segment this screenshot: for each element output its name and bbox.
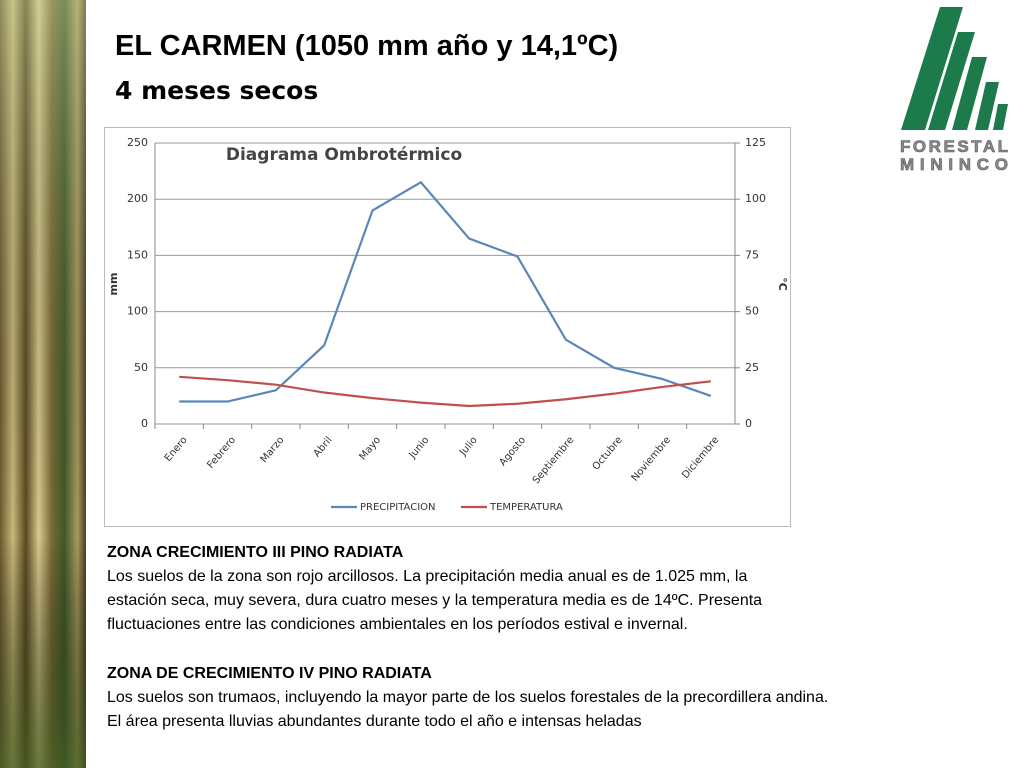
y2-tick-label: 125 <box>745 136 766 149</box>
paragraph-line: fluctuaciones entre las condiciones ambi… <box>107 616 688 633</box>
y-tick-label: 100 <box>127 305 148 318</box>
text-block: ZONA DE CRECIMIENTO IV PINO RADIATA Los … <box>107 662 828 734</box>
logo-text: MININCO <box>900 155 1008 174</box>
y2-axis-label: °C <box>776 277 789 291</box>
chart: Diagrama Ombrotérmico mm °C 0 50 100 150 200… <box>104 127 791 527</box>
y2-tick-label: 100 <box>745 192 766 205</box>
y-tick-label: 150 <box>127 248 148 261</box>
y2-tick-label: 75 <box>745 248 759 261</box>
y-tick-label: 50 <box>134 361 148 374</box>
y2-tick-label: 50 <box>745 305 759 318</box>
series-line <box>179 375 711 408</box>
y-tick-label: 200 <box>127 192 148 205</box>
legend-label: TEMPERATURA <box>489 502 563 513</box>
y-tick-label: 0 <box>141 417 148 430</box>
paragraph-line: Los suelos de la zona son rojo arcilloso… <box>107 568 748 585</box>
y2-tick-label: 0 <box>745 417 752 430</box>
forest-image <box>0 0 86 768</box>
slide-subtitle: 4 meses secos <box>115 76 319 105</box>
y-axis-label: mm <box>107 273 120 296</box>
paragraph-line: estación seca, muy severa, dura cuatro m… <box>107 592 763 609</box>
slide-title: EL CARMEN (1050 mm año y 14,1ºC) <box>115 30 619 62</box>
y2-tick-label: 25 <box>745 361 759 374</box>
y-tick-label: 250 <box>127 136 148 149</box>
chart-frame <box>104 127 791 527</box>
text-block: ZONA CRECIMIENTO III PINO RADIATA Los su… <box>107 541 762 637</box>
series-line <box>179 180 712 403</box>
section-heading: ZONA DE CRECIMIENTO IV PINO RADIATA <box>107 665 432 682</box>
legend-label: PRECIPITACION <box>360 502 436 513</box>
paragraph-line: El área presenta lluvias abundantes dura… <box>107 713 642 730</box>
section-heading: ZONA CRECIMIENTO III PINO RADIATA <box>107 544 404 561</box>
logo-text: FORESTAL <box>900 137 1008 156</box>
logo: FORESTAL MININCO <box>900 7 1008 174</box>
paragraph-line: Los suelos son trumaos, incluyendo la ma… <box>107 689 829 706</box>
chart-title: Diagrama Ombrotérmico <box>226 145 462 165</box>
